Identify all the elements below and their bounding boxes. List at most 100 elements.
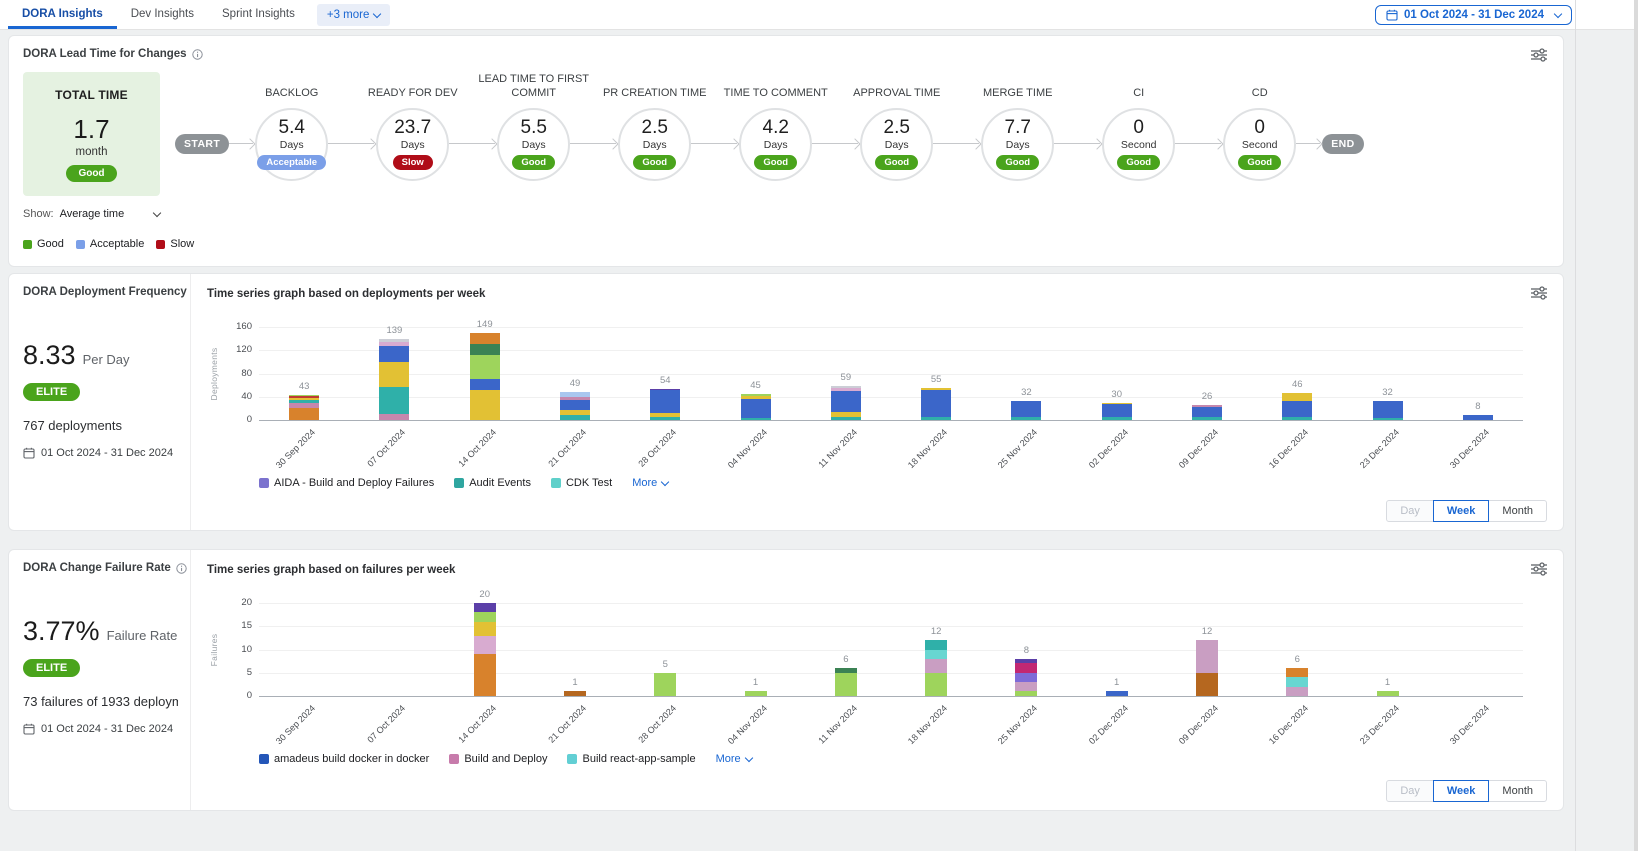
y-tick-label: 160 [236, 321, 252, 332]
bar-21-oct-2024[interactable] [560, 391, 590, 420]
y-tick-label: 5 [246, 666, 252, 678]
legend-item-build-and-deploy[interactable]: Build and Deploy [449, 753, 547, 765]
stage-unit: Days [1005, 138, 1030, 151]
bar-25-nov-2024[interactable] [1015, 658, 1038, 696]
bar-value-label: 6 [843, 654, 849, 666]
deployment-frequency-card: DORA Deployment Frequency 8.33 Per Day E… [8, 273, 1564, 531]
bar-14-oct-2024[interactable] [473, 603, 496, 696]
bar-07-oct-2024[interactable] [379, 339, 410, 420]
calendar-icon [23, 447, 35, 459]
bar-30-sep-2024[interactable] [289, 395, 320, 420]
bar-04-nov-2024[interactable] [744, 691, 767, 696]
bar-segment [830, 416, 861, 420]
bar-14-oct-2024[interactable] [469, 333, 500, 420]
stage-unit: Days [521, 138, 546, 151]
date-range-label: 01 Oct 2024 - 31 Dec 2024 [41, 723, 174, 735]
legend-label: amadeus build docker in docker [274, 753, 430, 765]
stage-badge: Good [1238, 154, 1282, 170]
date-range-label: 01 Oct 2024 - 31 Dec 2024 [41, 447, 174, 459]
bar-segment [834, 672, 857, 696]
toggle-week[interactable]: Week [1432, 780, 1490, 802]
failures-chart-plot: Failures 0 5 10 15 20 30 Sep 2024 07 Oct 2024 20… [209, 589, 1523, 746]
toggle-month[interactable]: Month [1488, 500, 1547, 522]
panel-divider [1575, 0, 1576, 851]
bar-segment [1015, 682, 1038, 692]
info-icon[interactable] [191, 49, 203, 60]
bar-23-dec-2024[interactable] [1372, 401, 1403, 420]
deployments-chart-title: Time series graph based on deployments p… [207, 288, 486, 300]
chevron-down-icon [1553, 9, 1563, 18]
legend-item-build-react-app-sample[interactable]: Build react-app-sample [567, 753, 696, 765]
bar-segment [379, 339, 410, 342]
bar-11-nov-2024[interactable] [830, 385, 861, 420]
bar-segment [1011, 401, 1042, 418]
bar-value-label: 149 [476, 319, 493, 331]
bar-02-dec-2024[interactable] [1101, 402, 1132, 420]
legend-more-button[interactable]: More [632, 477, 670, 489]
bar-21-oct-2024[interactable] [564, 691, 586, 696]
bar-09-dec-2024[interactable] [1196, 640, 1218, 696]
stage-unit: Days [642, 138, 667, 151]
bar-segment [650, 388, 681, 391]
total-time-heading: TOTAL TIME [55, 88, 128, 102]
bar-segment [925, 672, 948, 696]
stage-unit: Days [400, 138, 425, 151]
show-selector[interactable]: Show: Average time [23, 208, 162, 220]
bar-23-dec-2024[interactable] [1376, 691, 1399, 696]
stage-value: 0 [1133, 117, 1144, 139]
bar-segment [473, 635, 496, 655]
bar-segment [473, 621, 496, 636]
bar-09-dec-2024[interactable] [1192, 404, 1222, 420]
bar-28-oct-2024[interactable] [654, 672, 677, 696]
toggle-day[interactable]: Day [1386, 500, 1434, 522]
stage-badge: Acceptable [257, 154, 327, 170]
bar-18-nov-2024[interactable] [925, 640, 948, 696]
chevron-down-icon [661, 477, 670, 487]
date-range-picker[interactable]: 01 Oct 2024 - 31 Dec 2024 [1374, 4, 1572, 25]
deployments-chart-legend: AIDA - Build and Deploy Failures Audit Ev… [259, 477, 1553, 489]
bar-segment [560, 400, 590, 411]
info-icon[interactable] [176, 563, 187, 574]
bar-04-nov-2024[interactable] [740, 393, 771, 420]
legend-item-cdk-test[interactable]: CDK Test [550, 477, 612, 489]
bar-16-dec-2024[interactable] [1286, 668, 1309, 696]
bar-segment [650, 416, 681, 420]
stage-cd: CD 0 Second Good [1223, 87, 1297, 181]
scrollbar[interactable] [1634, 0, 1638, 851]
y-tick-label: 120 [236, 344, 252, 356]
stage-name-label: CD [1251, 87, 1268, 100]
bar-11-nov-2024[interactable] [834, 668, 857, 696]
bar-segment [1101, 402, 1132, 405]
tab-dora-insights[interactable]: DORA Insights [8, 0, 117, 29]
toggle-day[interactable]: Day [1386, 780, 1434, 802]
bar-25-nov-2024[interactable] [1011, 401, 1042, 420]
tab-dev-insights[interactable]: Dev Insights [130, 8, 194, 20]
bar-segment [469, 378, 500, 390]
bar-segment [1286, 677, 1309, 687]
bar-segment [925, 649, 948, 659]
legend-item-aida-build-and-deploy-failures[interactable]: AIDA - Build and Deploy Failures [259, 477, 434, 489]
show-label: Show: [23, 208, 54, 220]
toggle-month[interactable]: Month [1488, 780, 1547, 802]
legend-item-audit-events[interactable]: Audit Events [454, 477, 531, 489]
bar-30-dec-2024[interactable] [1462, 415, 1493, 420]
stage-pr-creation-time: PR CREATION TIME 2.5 Days Good [603, 87, 706, 181]
toggle-week[interactable]: Week [1432, 500, 1490, 522]
stage-name-label: CI [1133, 87, 1145, 100]
chart-settings-icon[interactable] [1531, 562, 1547, 579]
gridline [259, 696, 1523, 697]
chart-settings-icon[interactable] [1531, 48, 1547, 65]
bar-16-dec-2024[interactable] [1282, 393, 1313, 420]
bar-segment [469, 333, 500, 345]
stage-value: 4.2 [762, 117, 789, 139]
bar-02-dec-2024[interactable] [1105, 691, 1128, 696]
more-tabs-button[interactable]: +3 more [316, 3, 391, 26]
bar-18-nov-2024[interactable] [921, 388, 952, 420]
tab-sprint-insights[interactable]: Sprint Insights [222, 8, 295, 20]
chart-settings-icon[interactable] [1531, 286, 1547, 303]
y-tick-label: 40 [241, 390, 252, 402]
deployment-count: 767 deployments [23, 418, 123, 433]
bar-28-oct-2024[interactable] [650, 388, 681, 420]
legend-more-button[interactable]: More [716, 753, 753, 765]
legend-item-amadeus-build-docker-in-docker[interactable]: amadeus build docker in docker [259, 753, 429, 765]
